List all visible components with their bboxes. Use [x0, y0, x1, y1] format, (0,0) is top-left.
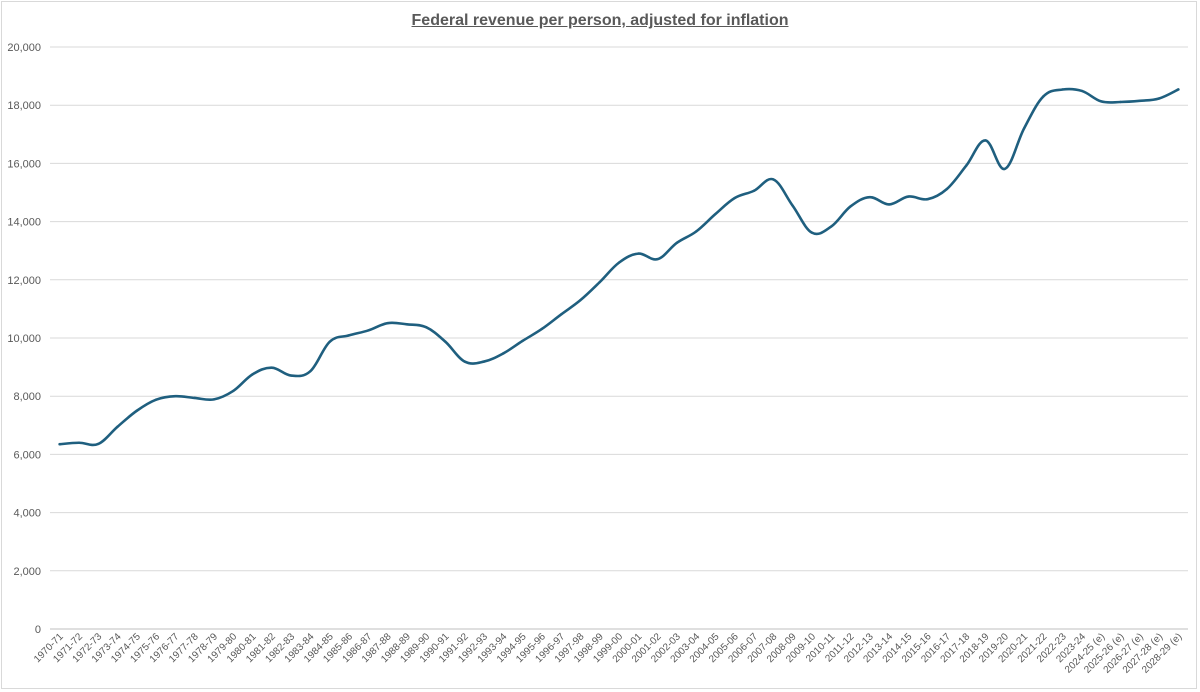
y-tick-label: 8,000: [13, 391, 41, 403]
data-point: [251, 373, 254, 376]
data-point: [135, 409, 138, 412]
data-point: [270, 366, 274, 369]
data-point: [964, 164, 968, 167]
data-point: [386, 321, 389, 325]
data-point: [521, 339, 524, 343]
data-point: [1022, 127, 1026, 130]
data-point: [791, 204, 794, 207]
data-point: [193, 396, 196, 400]
data-point: [289, 374, 293, 377]
y-tick-label: 2,000: [13, 566, 41, 578]
data-point: [1119, 100, 1122, 104]
data-point: [502, 352, 505, 355]
data-point: [733, 196, 736, 200]
y-tick-label: 16,000: [7, 158, 41, 170]
data-point: [1080, 89, 1084, 93]
gridlines: [50, 46, 1188, 630]
data-points: [58, 88, 1180, 446]
y-tick-label: 20,000: [7, 42, 41, 54]
data-point: [984, 139, 987, 142]
x-axis: 1970-711971-721972-731973-741974-751975-…: [32, 631, 1184, 676]
data-point: [810, 231, 814, 234]
data-point: [752, 189, 756, 192]
data-point: [1061, 88, 1064, 91]
series-line: [58, 87, 1180, 447]
y-axis: 0 2,000 4,000 6,000 8,000 10,000 12,000 14,000 1…: [7, 42, 41, 636]
data-point: [232, 389, 235, 393]
data-point: [309, 369, 312, 373]
data-point: [58, 443, 61, 446]
data-point: [1003, 167, 1006, 171]
data-point: [887, 203, 891, 206]
data-point: [694, 230, 698, 233]
data-point: [675, 241, 679, 245]
data-point: [116, 425, 119, 428]
data-point: [1042, 95, 1045, 98]
data-point: [444, 340, 447, 343]
y-tick-label: 4,000: [13, 508, 41, 520]
data-point: [598, 280, 601, 284]
data-point: [405, 323, 409, 326]
data-point: [77, 441, 81, 444]
data-point: [637, 252, 640, 255]
data-point: [945, 187, 949, 191]
data-point: [97, 442, 100, 446]
data-point: [424, 326, 428, 329]
data-point: [868, 195, 871, 199]
data-point: [559, 313, 563, 316]
y-tick-label: 6,000: [13, 449, 41, 461]
data-point: [926, 197, 929, 201]
data-point: [907, 195, 910, 198]
data-point: [829, 225, 833, 228]
data-point: [617, 261, 621, 264]
data-point: [540, 327, 544, 331]
data-point: [212, 398, 216, 401]
data-point: [347, 334, 351, 337]
data-point: [849, 205, 852, 208]
data-point: [367, 329, 370, 332]
data-point: [1100, 100, 1103, 103]
y-tick-label: 12,000: [7, 275, 41, 287]
data-point: [174, 395, 177, 398]
y-tick-label: 18,000: [7, 100, 41, 112]
y-tick-label: 0: [35, 624, 41, 636]
data-point: [579, 298, 582, 302]
data-point: [1138, 99, 1141, 103]
chart-title: Federal revenue per person, adjusted for…: [411, 12, 789, 29]
data-point: [656, 257, 659, 261]
data-point: [772, 178, 775, 181]
data-point: [463, 360, 466, 363]
data-point: [482, 360, 486, 363]
data-point: [714, 212, 717, 216]
y-tick-label: 14,000: [7, 217, 41, 229]
data-point: [328, 340, 331, 343]
y-tick-label: 10,000: [7, 333, 41, 345]
data-point: [1157, 97, 1161, 100]
data-point: [154, 398, 158, 401]
data-point: [1177, 88, 1180, 91]
